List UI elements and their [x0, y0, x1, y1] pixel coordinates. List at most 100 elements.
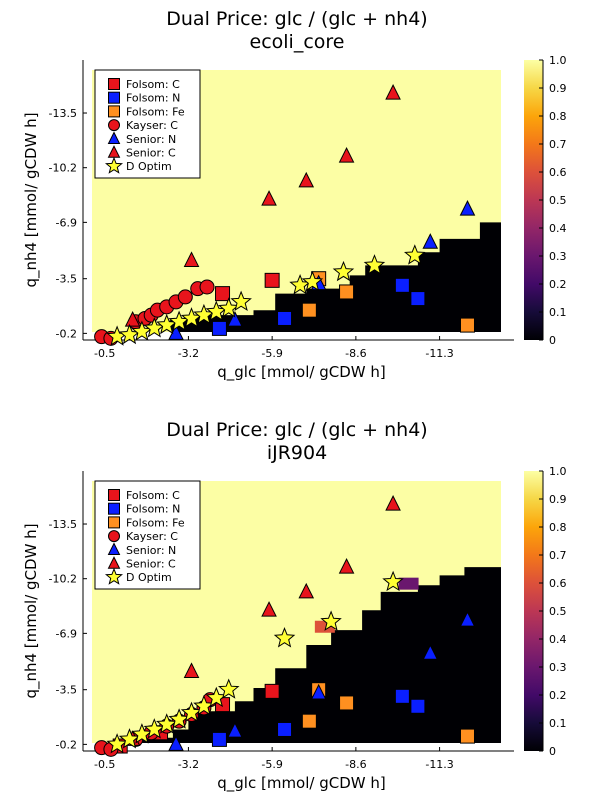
legend-marker [108, 91, 120, 104]
y-tick-label: -6.9 [56, 627, 77, 640]
data-point [168, 735, 184, 751]
legend-entry: Senior: C [126, 558, 176, 571]
legend-marker [107, 131, 121, 145]
legend-marker [107, 542, 121, 556]
legend-entry: Kayser: C [126, 530, 178, 543]
chart-subtitle: iJR904 [267, 442, 327, 464]
data-point [320, 610, 342, 631]
legend-entry: Folsom: Fe [126, 105, 185, 118]
legend-entry: Folsom: N [126, 92, 180, 105]
data-point [143, 718, 166, 739]
data-point [382, 570, 404, 592]
x-axis-label: q_glc [mmol/ gCDW h] [217, 774, 385, 793]
legend-entry: Folsom: Fe [126, 516, 185, 529]
colorbar [524, 471, 543, 751]
data-point [215, 286, 231, 302]
colorbar-tick-label: 0.8 [549, 110, 567, 123]
data-point [394, 688, 410, 704]
data-point [338, 146, 355, 163]
data-point [410, 698, 426, 714]
data-point [168, 708, 190, 729]
data-point [131, 723, 153, 744]
legend-entry: Senior: N [126, 544, 176, 557]
x-axis-label: q_glc [mmol/ gCDW h] [217, 363, 385, 382]
data-point [156, 713, 178, 734]
x-tick-label: -11.3 [425, 347, 453, 360]
x-tick-label: -8.6 [345, 347, 366, 360]
data-point [211, 731, 227, 747]
x-tick-label: -8.6 [345, 758, 366, 771]
series-folsom-n [211, 688, 426, 747]
colorbar-tick-label: 0.4 [549, 633, 567, 646]
data-point [277, 721, 293, 737]
y-tick-label: -13.5 [49, 518, 77, 531]
data-point [394, 277, 410, 293]
chart-ecoli-core: Dual Price: glc / (glc + nh4)ecoli_core -… [22, 8, 567, 382]
colorbar-tick-label: 1.0 [549, 465, 567, 478]
colorbar-tick-label: 0.5 [549, 194, 567, 207]
colorbar-tick-label: 0.8 [549, 521, 567, 534]
legend-marker [108, 530, 120, 543]
y-tick-label: -6.9 [56, 216, 77, 229]
legend-entry: Kayser: C [126, 119, 178, 132]
data-point [124, 311, 141, 327]
data-point [227, 722, 243, 738]
y-tick-label: -13.5 [49, 107, 77, 120]
y-tick-label: -0.2 [56, 738, 77, 751]
legend-entry: D Optim [126, 571, 172, 584]
data-point [310, 683, 327, 700]
colorbar-tick-label: 0 [549, 745, 556, 758]
data-point [218, 297, 240, 318]
y-axis-label: q_nh4 [mmol/ gCDW h] [22, 523, 41, 698]
data-point [403, 244, 426, 265]
data-point [339, 695, 355, 711]
data-point [261, 190, 277, 206]
colorbar-tick-label: 0 [549, 334, 556, 347]
data-point [410, 291, 426, 307]
series-d-optim [106, 244, 426, 346]
legend-marker [108, 516, 120, 529]
colorbar-tick-label: 0.5 [549, 605, 567, 618]
data-point [180, 701, 203, 723]
colorbar-tick-label: 0.2 [549, 278, 567, 291]
legend-marker [104, 156, 124, 174]
colorbar-tick-label: 0.3 [549, 661, 567, 674]
colorbar-tick-label: 0.6 [549, 577, 567, 590]
data-point [199, 279, 215, 295]
colorbar-tick-label: 1.0 [549, 54, 567, 67]
legend-marker [108, 105, 120, 118]
chart-subtitle: ecoli_core [250, 31, 345, 53]
heatmap-low-region [92, 222, 501, 332]
colorbar-tick-label: 0.9 [549, 493, 567, 506]
series-folsom-c [215, 272, 280, 302]
data-point [338, 557, 355, 574]
series-d-optim [106, 570, 404, 754]
legend-marker [108, 119, 120, 132]
colorbar-tick-label: 0.1 [549, 306, 567, 319]
data-point [332, 260, 355, 282]
legend-entry: Folsom: N [126, 503, 180, 516]
y-tick-label: -10.2 [49, 573, 77, 586]
data-point [363, 254, 386, 275]
data-point [301, 270, 324, 292]
data-point [277, 310, 293, 326]
legend-entry: Folsom: C [126, 78, 180, 91]
y-tick-label: -3.5 [56, 684, 77, 697]
colorbar-tick-label: 0.7 [549, 138, 567, 151]
data-point [264, 683, 280, 699]
x-tick-label: -5.9 [261, 758, 282, 771]
series-kayser-c [94, 279, 215, 346]
data-point [183, 662, 200, 678]
legend-entry: Folsom: C [126, 489, 180, 502]
data-point [459, 728, 475, 744]
x-tick-label: -0.5 [94, 758, 115, 771]
data-point [459, 317, 475, 333]
x-tick-label: -3.2 [178, 347, 199, 360]
data-point [261, 601, 277, 617]
series-senior-c [124, 84, 401, 327]
legend-entry: D Optim [126, 160, 172, 173]
series-senior-n [168, 611, 476, 751]
y-axis-label: q_nh4 [mmol/ gCDW h] [22, 112, 41, 287]
data-point [459, 200, 476, 216]
data-point [385, 495, 401, 511]
